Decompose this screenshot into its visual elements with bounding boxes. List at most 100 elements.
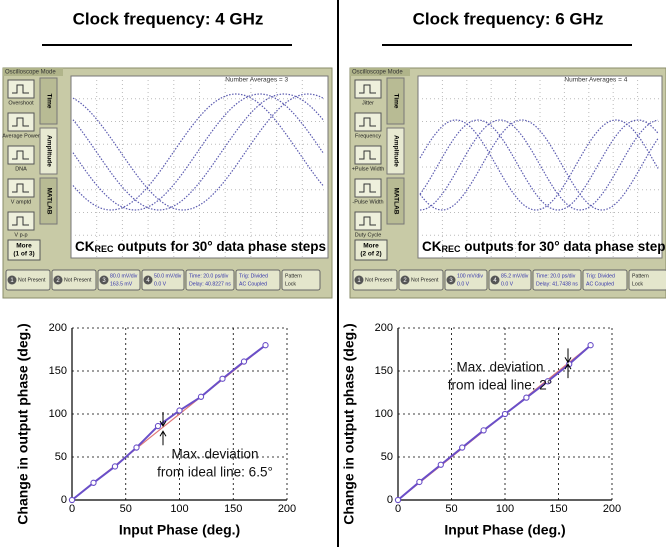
status-item — [281, 269, 321, 291]
channel-badge — [7, 275, 17, 285]
y-axis-label: Change in output phase (deg.) — [15, 323, 31, 524]
status-text: Not Present — [365, 277, 393, 283]
channel-badge — [99, 275, 109, 285]
status-text: 50.0 mV/div — [154, 273, 182, 279]
measure-label: +Pulse Width — [352, 166, 385, 172]
more-label: (2 of 2) — [360, 251, 381, 258]
channel-number: 1 — [10, 278, 14, 284]
channel-number: 1 — [357, 278, 361, 284]
measure-label: Overshoot — [8, 100, 34, 106]
annotation: from ideal line: 2° — [448, 378, 552, 393]
button-icon — [359, 183, 376, 193]
channel-badge — [490, 275, 500, 285]
measure-button — [354, 145, 382, 165]
x-tick-label: 50 — [445, 503, 457, 515]
y-tick-label: 100 — [49, 408, 67, 420]
measure-label: V p-p — [14, 232, 27, 238]
status-text: Lock — [285, 281, 296, 287]
tab — [386, 127, 405, 175]
status-text: Pattern — [632, 273, 649, 279]
caption-subscript: REC — [95, 244, 115, 254]
x-tick-label: 100 — [170, 503, 188, 515]
measure-label: Frequency — [355, 133, 381, 139]
status-item — [51, 269, 97, 291]
status-text: 80.0 mV/div — [110, 273, 138, 279]
status-text: Trig: Divided — [239, 273, 268, 279]
data-point — [416, 478, 423, 486]
data-point — [133, 444, 140, 451]
data-point — [262, 342, 269, 349]
tab — [39, 127, 58, 175]
channel-number: 4 — [493, 278, 497, 284]
data-point — [587, 342, 594, 349]
status-text: AC Coupled — [586, 281, 614, 287]
channel-number: 3 — [449, 278, 453, 284]
scope-mode: Oscilloscope Mode — [352, 70, 403, 76]
scope-mode: Oscilloscope Mode — [5, 70, 56, 76]
annotation-arrow — [564, 363, 572, 379]
measure-button — [7, 112, 35, 132]
measure-button — [354, 178, 382, 198]
annotation-arrow — [159, 412, 167, 428]
button-icon — [12, 183, 29, 193]
data-point — [219, 375, 226, 382]
measure-button — [7, 145, 35, 165]
status-item — [398, 269, 444, 291]
data-point — [176, 407, 183, 414]
data-point — [459, 444, 466, 451]
data-point — [480, 427, 487, 434]
measure-label: Average Power — [2, 133, 40, 139]
status-text: 163.5 mV — [110, 281, 133, 287]
status-text: 85.2 mV/div — [501, 273, 529, 279]
status-text: 0.0 V — [457, 281, 470, 287]
status-item — [444, 269, 488, 291]
status-item — [5, 269, 51, 291]
annotation: Max. deviation — [171, 447, 258, 462]
status-item — [532, 269, 582, 291]
measure-button — [354, 79, 382, 99]
measure-button — [7, 211, 35, 231]
more-label: More — [363, 243, 379, 250]
chart: 0 50 100 150 200 0 50 100 150 200 Input Phase (deg… — [341, 322, 621, 538]
button-icon — [359, 84, 376, 94]
oscilloscope: Oscilloscope Mode Number Averages = 3 CKRE… — [2, 67, 333, 299]
status-text: 0.0 V — [501, 281, 514, 287]
tab — [39, 177, 58, 225]
y-tick-label: 200 — [375, 322, 393, 334]
status-text: Not Present — [64, 277, 92, 283]
status-item — [352, 269, 398, 291]
status-text: 0.0 V — [154, 281, 167, 287]
x-tick-label: 0 — [395, 503, 401, 515]
measure-button — [7, 178, 35, 198]
status-text: Pattern — [285, 273, 302, 279]
chart: 0 50 100 150 200 0 50 100 150 200 Input Phase (deg… — [15, 322, 296, 538]
status-item — [235, 269, 281, 291]
scope-averages: Number Averages = 4 — [564, 77, 627, 84]
status-item — [141, 269, 185, 291]
button-icon — [12, 216, 29, 226]
status-text: AC Coupled — [239, 281, 267, 287]
status-text: Trig: Divided — [586, 273, 615, 279]
scope-mode-bar — [3, 68, 63, 76]
channel-badge — [143, 275, 153, 285]
data-point — [394, 496, 402, 504]
status-text: Not Present — [18, 277, 46, 283]
tab — [39, 77, 58, 125]
data-point — [544, 378, 551, 385]
tab — [386, 177, 405, 225]
button-icon — [12, 150, 29, 160]
caption-part: outputs for 30° data phase steps — [114, 239, 326, 254]
y-tick-label: 50 — [55, 451, 67, 463]
channel-badge — [446, 275, 456, 285]
channel-badge — [400, 275, 410, 285]
status-item — [185, 269, 235, 291]
data-point — [154, 422, 162, 430]
button-icon — [359, 216, 376, 226]
measure-button — [354, 211, 382, 231]
status-item — [97, 269, 141, 291]
y-tick-label: 150 — [49, 365, 67, 377]
scope-mode-bar — [350, 68, 410, 76]
column-title: Clock frequency: 6 GHz — [413, 9, 604, 28]
channel-number: 3 — [102, 278, 106, 284]
